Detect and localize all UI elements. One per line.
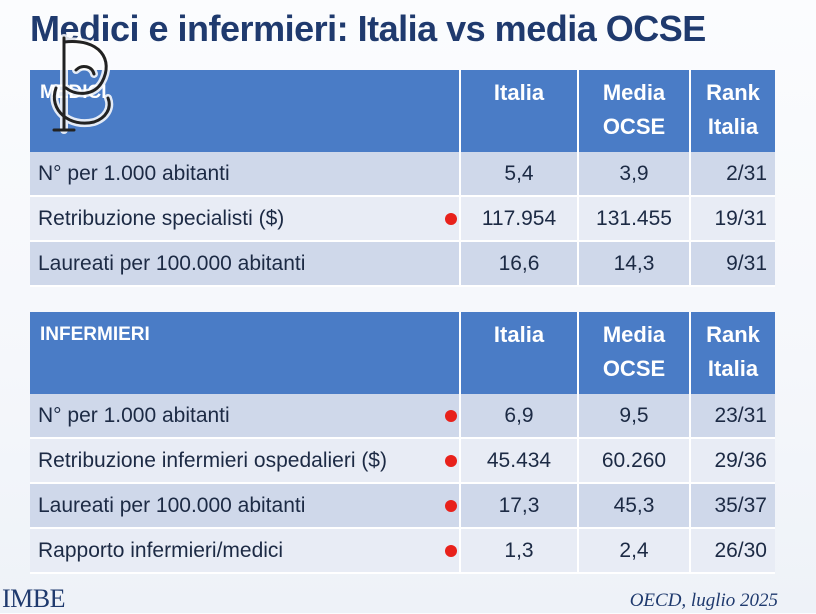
column-header-text: Italia xyxy=(707,356,759,381)
red-bullet-icon xyxy=(445,499,457,512)
value-italia: 17,3 xyxy=(460,483,579,529)
table-row: Laureati per 100.000 abitanti 16,6 14,3 … xyxy=(30,241,775,287)
value-rank-italia: 29/36 xyxy=(690,438,775,484)
value-media-ocse: 9,5 xyxy=(578,394,691,439)
value-media-ocse: 131.455 xyxy=(578,196,691,242)
column-header-text: OCSE xyxy=(602,356,666,381)
table-row: N° per 1.000 abitanti 5,4 3,9 2/31 xyxy=(30,152,775,197)
value-italia: 6,9 xyxy=(460,394,579,439)
footer-source: OECD, luglio 2025 xyxy=(629,590,778,611)
red-bullet-icon xyxy=(445,212,457,225)
row-label: N° per 1.000 abitanti xyxy=(38,161,230,185)
value-media-ocse: 14,3 xyxy=(578,241,691,287)
value-italia: 5,4 xyxy=(460,152,579,197)
row-label-cell: Rapporto infermieri/medici xyxy=(30,528,461,574)
red-bullet-icon xyxy=(445,454,457,467)
section-label-infermieri: INFERMIERI xyxy=(30,312,461,394)
column-header-media-ocse: Media OCSE xyxy=(578,312,691,394)
value-italia: 45.434 xyxy=(460,438,579,484)
row-label-cell: Laureati per 100.000 abitanti xyxy=(30,483,461,529)
value-media-ocse: 2,4 xyxy=(578,528,691,574)
value-rank-italia: 19/31 xyxy=(690,196,775,242)
column-header-rank-italia: Rank Italia xyxy=(690,312,775,394)
column-header-text: Media xyxy=(602,322,666,347)
column-header-rank-italia: Rank Italia xyxy=(690,70,775,152)
row-label-cell: Laureati per 100.000 abitanti xyxy=(30,241,461,287)
row-label: Rapporto infermieri/medici xyxy=(38,538,284,562)
value-rank-italia: 9/31 xyxy=(690,241,775,287)
value-rank-italia: 2/31 xyxy=(690,152,775,197)
column-header-media-ocse: Media OCSE xyxy=(578,70,691,152)
medici-table: MEDICI Italia Media OCSE Rank Italia N° … xyxy=(30,70,775,287)
row-label: Retribuzione specialisti ($) xyxy=(38,206,285,230)
column-header-italia: Italia xyxy=(460,312,579,394)
column-header-text: Media xyxy=(602,80,666,105)
row-label-cell: Retribuzione specialisti ($) xyxy=(30,196,461,242)
column-header-text: Rank xyxy=(706,322,760,347)
table-row: Retribuzione infermieri ospedalieri ($) … xyxy=(30,438,775,484)
section-label-medici: MEDICI xyxy=(30,70,461,152)
column-header-text: Italia xyxy=(493,80,545,105)
column-header-italia: Italia xyxy=(460,70,579,152)
row-label: N° per 1.000 abitanti xyxy=(38,403,230,427)
table-header-row: INFERMIERI Italia Media OCSE Rank Italia xyxy=(30,312,775,394)
row-label-cell: Retribuzione infermieri ospedalieri ($) xyxy=(30,438,461,484)
value-media-ocse: 45,3 xyxy=(578,483,691,529)
slide-title: Medici e infermieri: Italia vs media OCS… xyxy=(30,8,706,49)
table-row: N° per 1.000 abitanti 6,9 9,5 23/31 xyxy=(30,394,775,439)
value-rank-italia: 35/37 xyxy=(690,483,775,529)
value-rank-italia: 23/31 xyxy=(690,394,775,439)
value-media-ocse: 60.260 xyxy=(578,438,691,484)
footer-brand: IMBE xyxy=(2,584,66,613)
value-rank-italia: 26/30 xyxy=(690,528,775,574)
value-italia: 16,6 xyxy=(460,241,579,287)
red-bullet-icon xyxy=(445,409,457,422)
table-row: Retribuzione specialisti ($) 117.954 131… xyxy=(30,196,775,242)
red-bullet-icon xyxy=(445,544,457,557)
column-header-text: Italia xyxy=(707,114,759,139)
emblem-logo-icon xyxy=(50,34,114,134)
column-header-text: Rank xyxy=(706,80,760,105)
row-label: Laureati per 100.000 abitanti xyxy=(38,251,306,275)
infermieri-table: INFERMIERI Italia Media OCSE Rank Italia… xyxy=(30,312,775,574)
value-italia: 117.954 xyxy=(460,196,579,242)
column-header-text: OCSE xyxy=(602,114,666,139)
table-header-row: MEDICI Italia Media OCSE Rank Italia xyxy=(30,70,775,152)
table-row: Laureati per 100.000 abitanti 17,3 45,3 … xyxy=(30,483,775,529)
table-row: Rapporto infermieri/medici 1,3 2,4 26/30 xyxy=(30,528,775,574)
column-header-text: Italia xyxy=(493,322,545,347)
value-italia: 1,3 xyxy=(460,528,579,574)
value-media-ocse: 3,9 xyxy=(578,152,691,197)
row-label: Retribuzione infermieri ospedalieri ($) xyxy=(38,448,387,472)
row-label: Laureati per 100.000 abitanti xyxy=(38,493,306,517)
row-label-cell: N° per 1.000 abitanti xyxy=(30,394,461,439)
row-label-cell: N° per 1.000 abitanti xyxy=(30,152,461,197)
